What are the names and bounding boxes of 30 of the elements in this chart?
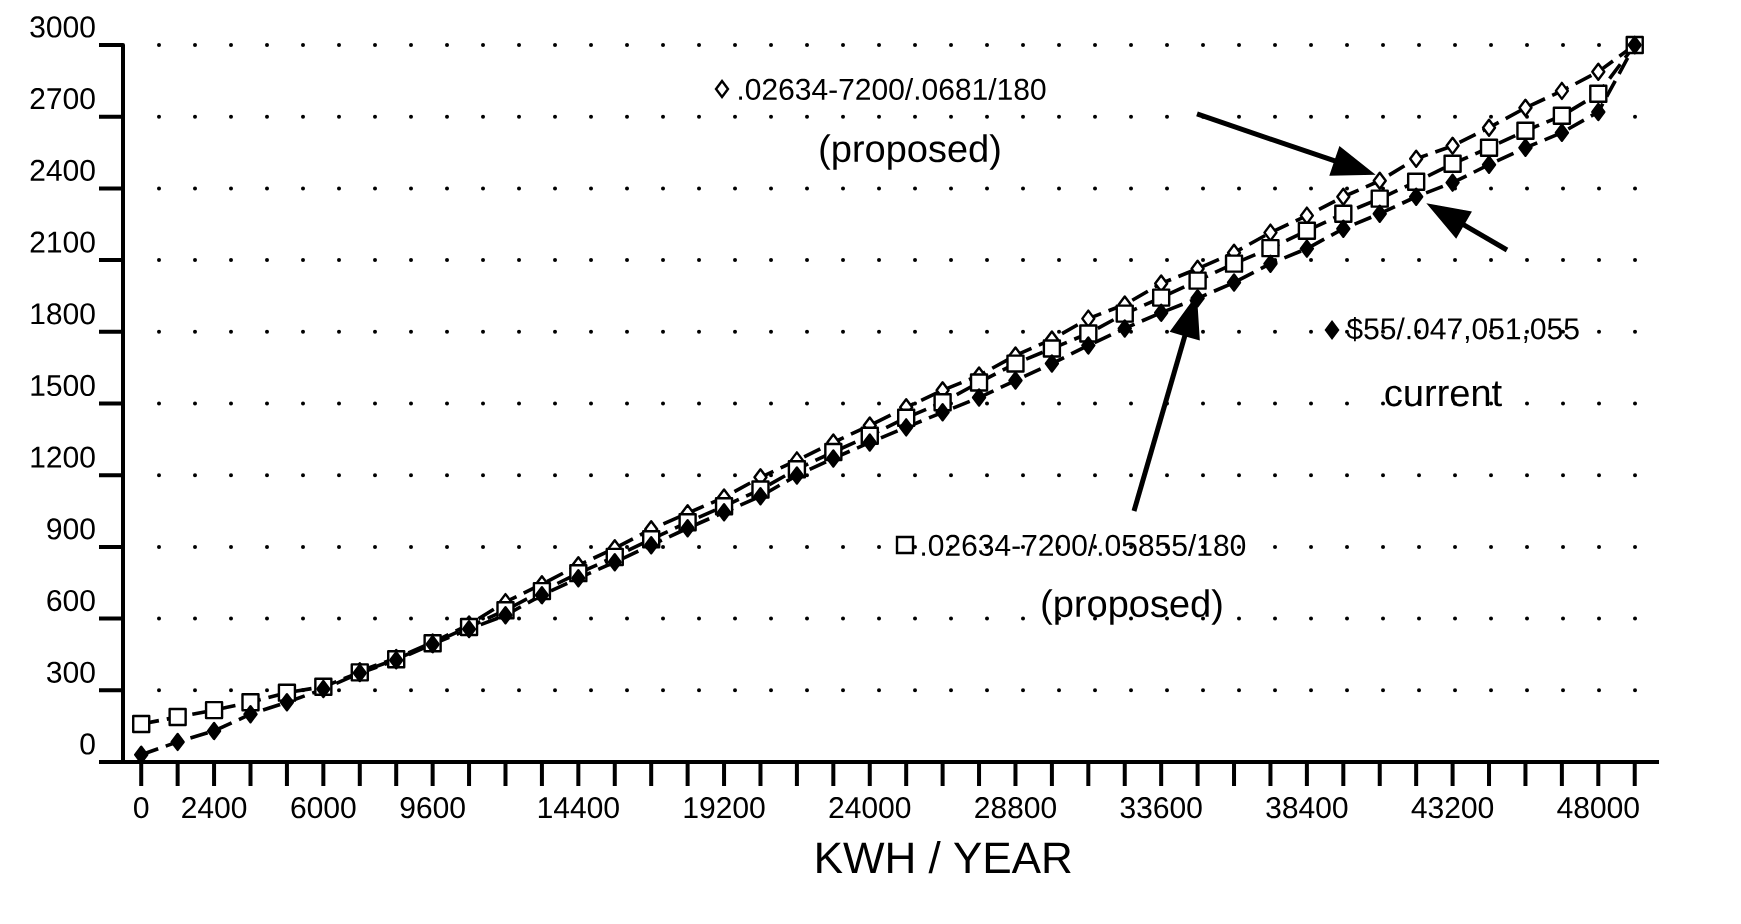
x-tick-label: 2400: [182, 797, 247, 819]
legend-label: .02634-7200/.05855/180: [922, 533, 1246, 556]
x-tick-label: 19200: [684, 797, 765, 819]
y-tick-label: 2700: [30, 88, 95, 110]
x-tick-label: 33600: [1120, 797, 1202, 819]
y-tick-label: 1200: [31, 446, 95, 468]
y-tick-label: 900: [47, 518, 95, 540]
y-tick-label: 2100: [30, 231, 95, 253]
y-tick-label: 2400: [30, 159, 95, 181]
y-tick-label: 0: [80, 733, 95, 755]
x-tick-label: 9600: [400, 797, 465, 819]
legend-label: .02634-7200/.0681/180: [739, 77, 1046, 100]
y-tick-label: 600: [47, 589, 95, 612]
y-tick-label: 300: [47, 661, 95, 683]
y-tick-label: 1800: [31, 303, 95, 325]
x-tick-label: 28800: [975, 797, 1056, 819]
x-tick-label: 14400: [538, 797, 619, 819]
annotation: (proposed): [820, 134, 1000, 170]
x-tick-label: 6000: [291, 797, 356, 819]
x-tick-label: 48000: [1557, 797, 1639, 819]
x-tick-label: 24000: [829, 797, 911, 819]
x-tick-label: 43200: [1411, 797, 1494, 819]
x-tick-label: 38400: [1266, 797, 1348, 819]
x-tick-label: 0: [134, 797, 149, 819]
legend-label: $55/.047,051,055: [1346, 316, 1579, 343]
annotation: (proposed): [1042, 589, 1222, 625]
y-tick-label: 1500: [31, 374, 95, 397]
x-axis-title: KWH / YEAR: [817, 841, 1071, 874]
annotation: current: [1385, 381, 1502, 407]
y-tick-label: 3000: [30, 16, 95, 38]
